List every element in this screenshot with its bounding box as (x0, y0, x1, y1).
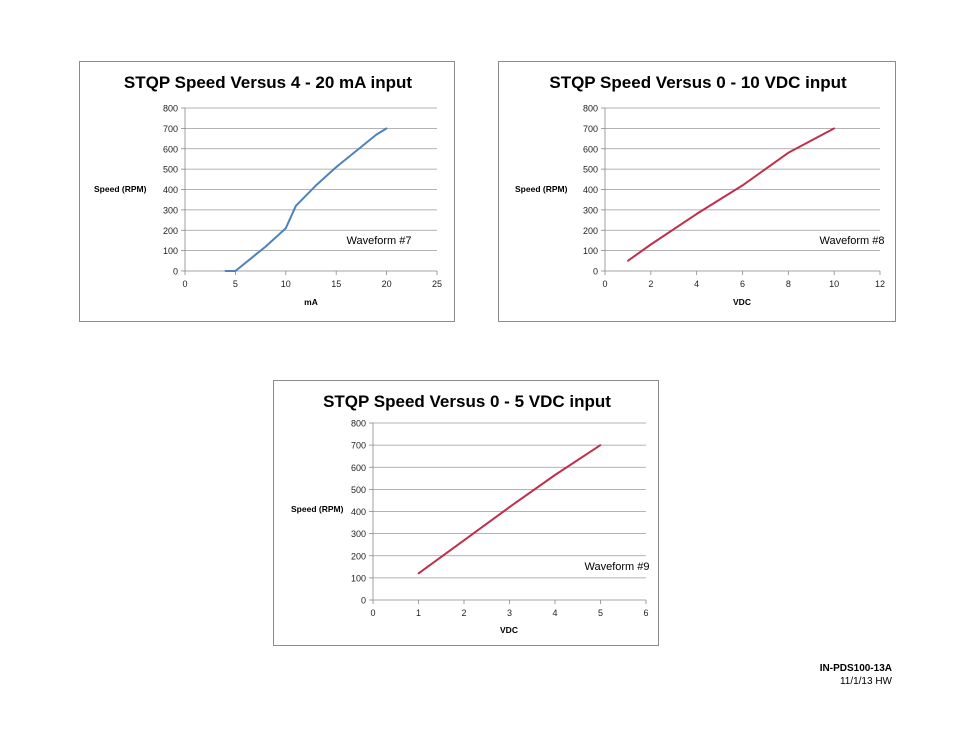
data-point (315, 184, 317, 187)
x-tick-label: 0 (182, 279, 187, 289)
document-date: 11/1/13 HW (839, 676, 892, 687)
y-tick-label: 500 (583, 165, 598, 175)
x-tick-label: 3 (507, 608, 512, 618)
x-tick-label: 4 (552, 608, 557, 618)
x-tick-label: 6 (740, 279, 745, 289)
y-tick-label: 600 (583, 144, 598, 154)
document-id: IN-PDS100-13A (819, 663, 892, 674)
chart-panel-waveform-7: STQP Speed Versus 4 - 20 mA input 0 100 200… (79, 61, 455, 322)
x-tick-label: 5 (233, 279, 238, 289)
y-tick-label: 800 (351, 419, 366, 429)
data-point (375, 133, 378, 136)
y-tick-label: 200 (351, 551, 366, 561)
x-tick-label: 4 (694, 279, 699, 289)
x-tick-label: 5 (598, 608, 603, 618)
y-tick-label: 700 (583, 124, 598, 134)
data-point (335, 166, 338, 168)
chart-panel-waveform-8: STQP Speed Versus 0 - 10 VDC input 0 100 20… (498, 61, 896, 322)
waveform-annotation: Waveform #7 (346, 235, 411, 247)
y-tick-label: 700 (351, 441, 366, 451)
chart-title: STQP Speed Versus 4 - 20 mA input (124, 73, 412, 92)
data-point (649, 243, 652, 246)
data-point (463, 539, 465, 542)
y-tick-label: 200 (163, 226, 178, 236)
data-point (508, 506, 511, 508)
x-tick-label: 10 (281, 279, 291, 289)
series-line (225, 127, 388, 272)
data-point (627, 259, 629, 262)
data-point (234, 270, 237, 272)
x-axis-label: VDC (733, 297, 751, 307)
y-axis-label: Speed (RPM) (291, 504, 344, 514)
x-tick-label: 0 (602, 279, 607, 289)
y-tick-label: 800 (583, 104, 598, 114)
y-tick-label: 500 (351, 485, 366, 495)
data-point (787, 151, 790, 154)
y-tick-label: 700 (163, 124, 178, 134)
x-tick-label: 12 (875, 279, 885, 289)
waveform-annotation: Waveform #8 (819, 235, 884, 247)
y-tick-label: 300 (351, 529, 366, 539)
y-tick-label: 400 (583, 185, 598, 195)
data-point (599, 444, 602, 447)
data-point (385, 127, 388, 130)
chart-panel-waveform-9: STQP Speed Versus 0 - 5 VDC input 0 100 200… (273, 380, 659, 646)
x-tick-label: 15 (331, 279, 341, 289)
chart-title: STQP Speed Versus 0 - 10 VDC input (549, 73, 847, 92)
data-point (294, 204, 297, 207)
data-point (741, 184, 744, 187)
data-point (695, 213, 698, 215)
chart-svg-waveform-8: STQP Speed Versus 0 - 10 VDC input010020… (515, 73, 885, 307)
y-axis-label: Speed (RPM) (515, 184, 568, 194)
y-tick-label: 800 (163, 104, 178, 114)
series-line (417, 444, 602, 575)
x-tick-label: 1 (416, 608, 421, 618)
data-point (224, 270, 227, 272)
y-tick-label: 600 (163, 144, 178, 154)
data-point (284, 227, 287, 230)
y-tick-label: 100 (163, 246, 178, 256)
data-point (833, 127, 836, 130)
y-axis-label: Speed (RPM) (94, 184, 147, 194)
x-tick-label: 25 (432, 279, 442, 289)
y-tick-label: 300 (583, 205, 598, 215)
waveform-annotation: Waveform #9 (584, 561, 649, 573)
y-tick-label: 600 (351, 463, 366, 473)
y-tick-label: 100 (351, 573, 366, 583)
x-tick-label: 2 (648, 279, 653, 289)
x-tick-label: 6 (643, 608, 648, 618)
chart-svg-waveform-9: STQP Speed Versus 0 - 5 VDC input 0 100 200… (291, 392, 650, 635)
x-axis-label: mA (304, 297, 318, 307)
y-tick-label: 400 (163, 185, 178, 195)
data-point (264, 245, 267, 248)
y-tick-label: 0 (173, 267, 178, 277)
chart-title: STQP Speed Versus 0 - 5 VDC input (323, 392, 611, 411)
y-tick-label: 500 (163, 165, 178, 175)
x-tick-label: 8 (786, 279, 791, 289)
data-point (554, 474, 556, 476)
y-tick-label: 300 (163, 205, 178, 215)
y-tick-label: 100 (583, 246, 598, 256)
x-tick-label: 0 (370, 608, 375, 618)
series-line (627, 127, 835, 262)
x-tick-label: 10 (829, 279, 839, 289)
y-tick-label: 0 (361, 596, 366, 606)
x-tick-label: 2 (461, 608, 466, 618)
chart-svg-waveform-7: STQP Speed Versus 4 - 20 mA input0100200… (94, 73, 442, 307)
y-tick-label: 400 (351, 507, 366, 517)
y-tick-label: 200 (583, 226, 598, 236)
y-tick-label: 0 (593, 267, 598, 277)
data-point (417, 572, 420, 575)
x-axis-label: VDC (500, 625, 518, 635)
x-tick-label: 20 (382, 279, 392, 289)
